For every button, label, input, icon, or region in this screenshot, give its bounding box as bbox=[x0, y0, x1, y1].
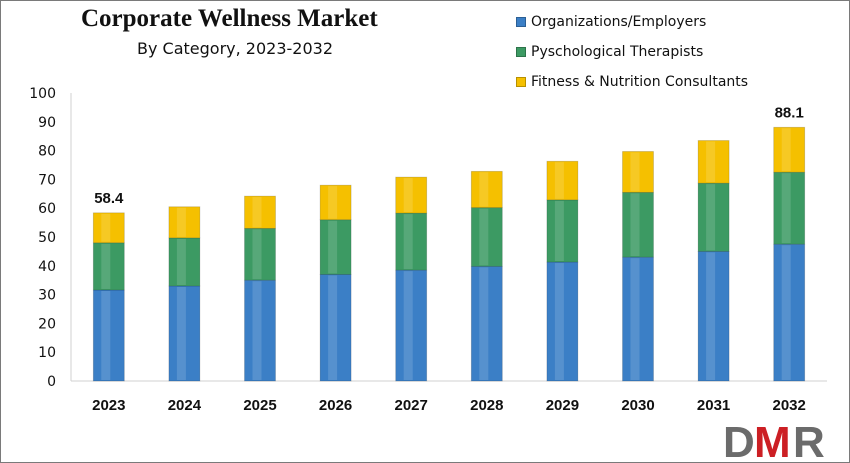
legend-swatch-organizations bbox=[516, 17, 526, 27]
bar-segment-2-2024 bbox=[168, 206, 201, 239]
bar-segment-0-2029 bbox=[546, 261, 579, 382]
x-tick-label-2026: 2026 bbox=[319, 397, 352, 414]
bar-segment-1-2028 bbox=[470, 207, 503, 267]
legend-label-fitness: Fitness & Nutrition Consultants bbox=[531, 74, 749, 90]
bar-highlight-2-2023 bbox=[101, 213, 111, 242]
bar-segment-1-2023 bbox=[92, 242, 125, 291]
bar-highlight-1-2023 bbox=[101, 243, 111, 289]
bar-highlight-1-2026 bbox=[328, 220, 338, 274]
total-label-2023: 58.4 bbox=[94, 190, 124, 207]
dmr-logo: D M R bbox=[723, 419, 825, 461]
bar-segment-2-2030 bbox=[622, 151, 654, 193]
x-tick-label-2028: 2028 bbox=[470, 397, 503, 414]
y-tick-label: 100 bbox=[29, 86, 56, 102]
bar-highlight-0-2025 bbox=[252, 281, 262, 380]
bar-highlight-0-2023 bbox=[101, 290, 111, 380]
bar-segment-1-2024 bbox=[168, 237, 201, 287]
bar-segment-1-2029 bbox=[546, 199, 579, 263]
y-tick-label: 60 bbox=[38, 201, 56, 217]
bar-highlight-2-2032 bbox=[781, 128, 791, 172]
total-label-2032: 88.1 bbox=[775, 104, 804, 121]
y-tick-label: 10 bbox=[38, 345, 56, 361]
x-tick-label-2030: 2030 bbox=[621, 397, 654, 414]
bar-highlight-2-2030 bbox=[630, 152, 640, 192]
bar-segment-0-2027 bbox=[395, 269, 428, 382]
bar-segment-1-2025 bbox=[244, 227, 276, 281]
bar-highlight-0-2028 bbox=[479, 267, 489, 380]
x-tick-label-2027: 2027 bbox=[395, 397, 428, 414]
bar-highlight-1-2030 bbox=[630, 193, 640, 257]
bar-highlight-0-2029 bbox=[554, 263, 564, 380]
bar-segment-2-2032 bbox=[773, 126, 806, 173]
bar-segment-2-2027 bbox=[395, 176, 428, 214]
bar-highlight-2-2031 bbox=[706, 141, 716, 183]
bar-highlight-0-2027 bbox=[403, 271, 413, 380]
legend-item-organizations: Organizations/Employers bbox=[516, 7, 748, 37]
y-tick-label: 50 bbox=[38, 230, 56, 246]
bar-highlight-1-2032 bbox=[781, 173, 791, 244]
bar-highlight-1-2031 bbox=[706, 184, 716, 251]
x-tick-label-2024: 2024 bbox=[168, 397, 202, 414]
bar-highlight-2-2028 bbox=[479, 172, 489, 207]
bar-segment-0-2028 bbox=[470, 265, 503, 382]
bar-segment-0-2032 bbox=[773, 243, 806, 382]
y-tick-label: 70 bbox=[38, 172, 56, 188]
bar-segment-2-2031 bbox=[697, 140, 730, 184]
bar-highlight-0-2030 bbox=[630, 258, 640, 380]
logo-letter-m: M bbox=[754, 419, 791, 461]
bar-highlight-2-2026 bbox=[328, 186, 338, 219]
bar-segment-2-2023 bbox=[92, 212, 125, 244]
bar-segment-2-2029 bbox=[546, 160, 579, 201]
x-tick-label-2023: 2023 bbox=[92, 397, 125, 414]
y-tick-label: 30 bbox=[38, 288, 56, 304]
x-tick-label-2025: 2025 bbox=[243, 397, 276, 414]
bar-segment-2-2026 bbox=[319, 184, 352, 221]
bar-highlight-2-2027 bbox=[403, 178, 413, 213]
legend-label-organizations: Organizations/Employers bbox=[531, 14, 707, 30]
bar-highlight-1-2025 bbox=[252, 229, 262, 280]
y-tick-label: 80 bbox=[38, 144, 56, 160]
x-tick-label-2031: 2031 bbox=[697, 397, 730, 414]
bar-segment-2-2025 bbox=[244, 195, 276, 229]
legend-item-fitness: Fitness & Nutrition Consultants bbox=[516, 67, 748, 97]
chart-legend: Organizations/Employers Pyschological Th… bbox=[516, 7, 748, 97]
bar-segment-0-2031 bbox=[697, 250, 730, 382]
x-tick-label-2032: 2032 bbox=[773, 397, 806, 414]
bar-highlight-0-2026 bbox=[328, 275, 338, 380]
bar-highlight-2-2025 bbox=[252, 197, 262, 228]
bar-segment-2-2028 bbox=[470, 170, 503, 209]
legend-label-therapists: Pyschological Therapists bbox=[531, 44, 704, 60]
y-tick-label: 90 bbox=[38, 115, 56, 131]
bar-highlight-0-2032 bbox=[781, 245, 791, 380]
bar-segment-1-2031 bbox=[697, 182, 730, 252]
bar-segment-0-2024 bbox=[168, 285, 201, 382]
bar-highlight-1-2024 bbox=[176, 238, 186, 285]
x-tick-label-2029: 2029 bbox=[546, 397, 579, 414]
chart-subtitle: By Category, 2023-2032 bbox=[137, 39, 333, 58]
bar-highlight-1-2029 bbox=[554, 200, 564, 262]
bar-segment-1-2030 bbox=[622, 191, 654, 258]
logo-letter-r: R bbox=[793, 419, 825, 461]
y-tick-label: 40 bbox=[38, 259, 56, 275]
y-tick-label: 0 bbox=[47, 374, 56, 390]
chart-title: Corporate Wellness Market bbox=[81, 5, 378, 32]
legend-swatch-therapists bbox=[516, 47, 526, 57]
y-tick-label: 20 bbox=[38, 316, 56, 332]
bar-highlight-1-2028 bbox=[479, 208, 489, 266]
legend-item-therapists: Pyschological Therapists bbox=[516, 37, 748, 67]
bar-highlight-1-2027 bbox=[403, 214, 413, 270]
legend-swatch-fitness bbox=[516, 77, 526, 87]
bar-segment-0-2025 bbox=[244, 279, 276, 382]
bar-segment-1-2027 bbox=[395, 212, 428, 271]
logo-letter-d: D bbox=[723, 419, 755, 461]
bar-highlight-2-2024 bbox=[176, 207, 186, 237]
bar-highlight-0-2031 bbox=[706, 252, 716, 380]
bar-segment-0-2026 bbox=[319, 274, 352, 382]
bar-highlight-0-2024 bbox=[176, 286, 186, 380]
bar-highlight-2-2029 bbox=[554, 162, 564, 199]
